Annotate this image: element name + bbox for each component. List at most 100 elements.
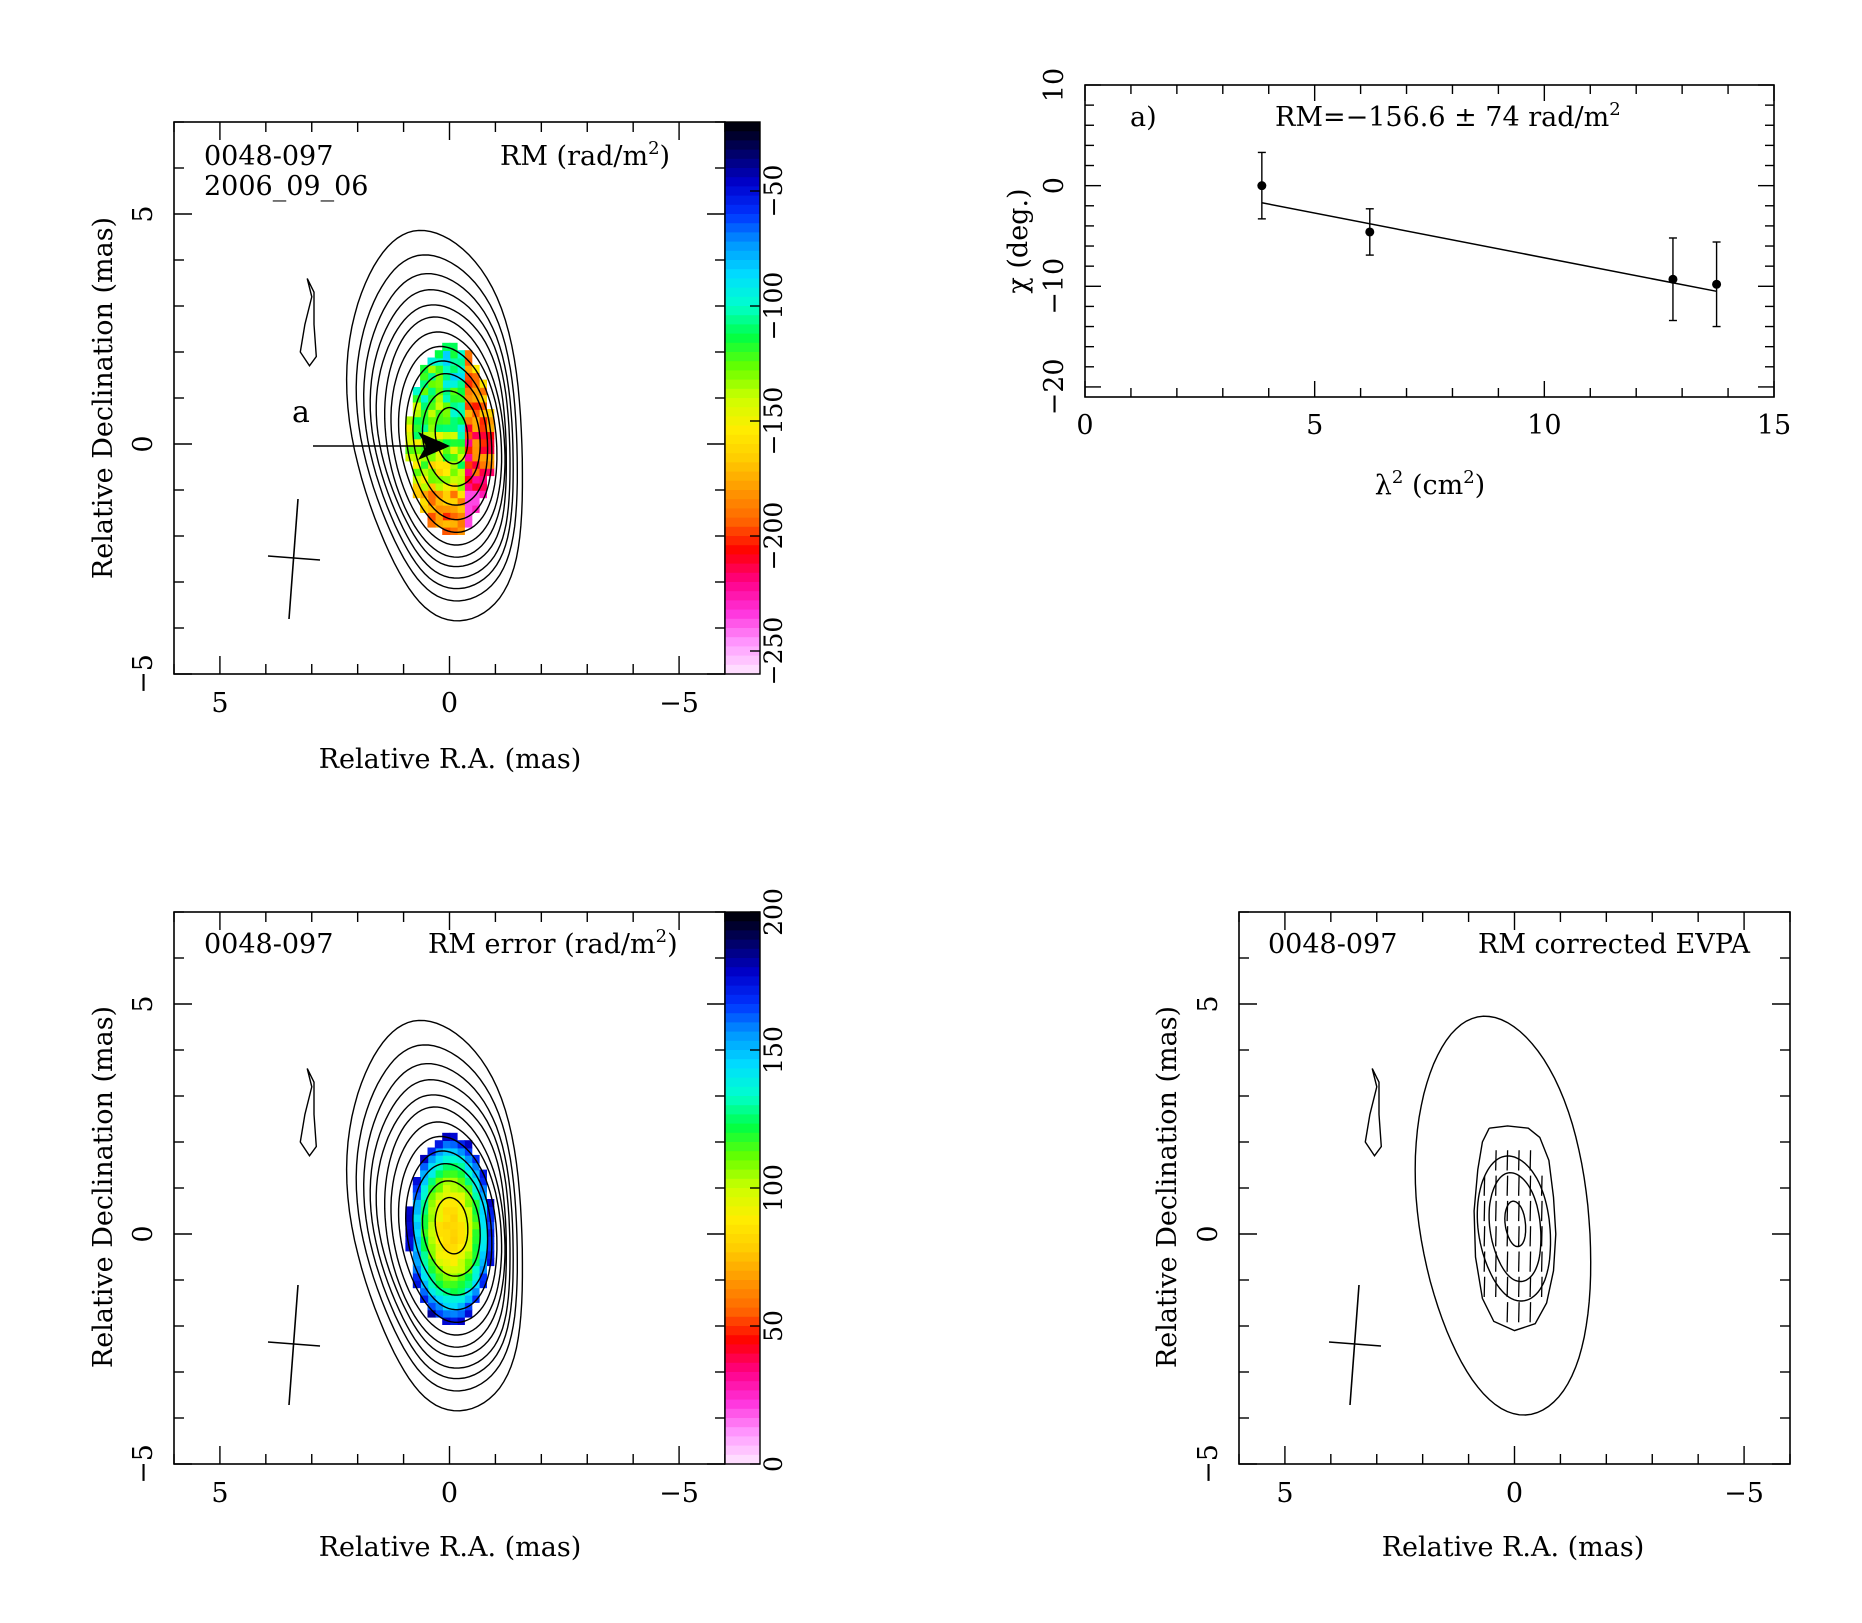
- image-pixel: [471, 1250, 480, 1259]
- panel-evpa-map: 5 0 −5 −5 0 5 0048-097 RM corrected EVPA Rela…: [1152, 911, 1791, 1563]
- contour: [1414, 1015, 1592, 1416]
- image-pixel: [427, 401, 436, 410]
- image-pixel: [471, 1177, 480, 1186]
- image-pixel: [449, 1132, 458, 1141]
- y-tick-label: −20: [1039, 358, 1070, 415]
- intensity-contours: [1364, 1015, 1592, 1416]
- beam-cross: [267, 498, 321, 620]
- image-pixel: [427, 467, 436, 477]
- image-pixel: [456, 379, 465, 388]
- rm-error-quantity-label: RM error (rad/m2): [428, 926, 678, 960]
- colorbar-segment: [725, 1418, 760, 1428]
- y-tick-label: 5: [1193, 995, 1224, 1012]
- image-pixel: [464, 409, 473, 418]
- contour: [434, 406, 469, 465]
- data-point: [1257, 181, 1267, 191]
- data-point: [1365, 227, 1375, 237]
- colorbar-segment: [725, 1050, 760, 1060]
- image-pixel: [405, 431, 414, 440]
- image-pixel: [471, 1265, 480, 1274]
- image-pixel: [427, 512, 436, 521]
- colorbar-segment: [725, 131, 760, 142]
- image-pixel: [456, 1250, 465, 1259]
- colorbar-segment: [725, 388, 760, 399]
- image-pixel: [420, 1287, 429, 1296]
- colorbar-segment: [725, 158, 760, 169]
- image-pixel: [420, 475, 429, 484]
- colorbar-segment: [725, 1307, 760, 1318]
- colorbar-segment: [725, 324, 760, 335]
- image-pixel: [471, 416, 480, 425]
- rm-fit-label: RM=−156.6 ± 74 rad/m2: [1275, 99, 1621, 133]
- image-pixel: [449, 364, 458, 374]
- colorbar-segment: [725, 526, 760, 537]
- image-pixel: [434, 475, 443, 484]
- image-pixel: [427, 1309, 436, 1318]
- image-pixel: [427, 504, 436, 513]
- image-pixel: [442, 1265, 451, 1274]
- image-pixel: [420, 1199, 429, 1208]
- image-pixel: [471, 1221, 480, 1230]
- image-pixel: [442, 467, 451, 477]
- image-pixel: [464, 1272, 473, 1281]
- colorbar-segment: [725, 1068, 760, 1079]
- image-pixel: [456, 519, 465, 528]
- colorbar-segment: [725, 296, 760, 307]
- image-pixel: [427, 1162, 436, 1171]
- image-pixel: [405, 1213, 414, 1222]
- colorbar-segment: [725, 434, 760, 445]
- image-pixel: [478, 453, 487, 462]
- image-pixel: [442, 423, 451, 432]
- image-pixel: [442, 372, 451, 381]
- colorbar-tick-label: −150: [759, 387, 788, 456]
- image-pixel: [449, 394, 458, 403]
- image-pixel: [412, 394, 421, 403]
- x-tick-label: 5: [1306, 410, 1323, 441]
- image-pixel: [486, 445, 495, 454]
- image-pixel: [464, 401, 473, 410]
- image-pixel: [486, 1250, 495, 1259]
- colorbar-tick-label: 0: [759, 1456, 788, 1472]
- evpa-map-axes: 5 0 −5 −5 0 5: [1193, 911, 1791, 1509]
- image-pixel: [442, 1243, 451, 1252]
- contour: [421, 390, 481, 487]
- image-pixel: [449, 1191, 458, 1200]
- image-pixel: [412, 1235, 421, 1244]
- image-pixel: [456, 1191, 465, 1200]
- image-pixel: [486, 1243, 495, 1252]
- image-pixel: [434, 482, 443, 491]
- contour: [390, 1121, 503, 1336]
- image-pixel: [442, 475, 451, 484]
- image-pixel: [442, 1235, 451, 1244]
- image-pixel: [449, 519, 458, 528]
- contour: [404, 1150, 493, 1311]
- image-pixel: [449, 1169, 458, 1178]
- image-pixel: [456, 364, 465, 374]
- x-axis-label: Relative R.A. (mas): [319, 744, 582, 775]
- image-pixel: [478, 1213, 487, 1222]
- image-pixel: [434, 387, 443, 396]
- image-pixel: [420, 1184, 429, 1193]
- x-tick-label: 5: [211, 1478, 228, 1509]
- image-pixel: [434, 1206, 443, 1215]
- image-pixel: [427, 364, 436, 374]
- colorbar-tick-label: −250: [759, 617, 788, 686]
- image-pixel: [434, 519, 443, 528]
- rm-error-colorbar: 0 50 100 150 200: [724, 888, 788, 1472]
- y-tick-label: −5: [128, 1444, 159, 1484]
- image-pixel: [427, 475, 436, 484]
- image-pixel: [449, 512, 458, 521]
- image-pixel: [427, 1184, 436, 1193]
- image-pixel: [478, 401, 487, 410]
- image-pixel: [427, 1169, 436, 1178]
- image-pixel: [427, 1265, 436, 1274]
- image-pixel: [464, 1213, 473, 1222]
- image-pixel: [486, 1199, 495, 1208]
- colorbar-segment: [725, 655, 760, 666]
- image-pixel: [434, 490, 443, 499]
- colorbar-segment: [725, 1234, 760, 1244]
- image-pixel: [464, 490, 473, 499]
- image-pixel: [434, 467, 443, 477]
- x-axis-label: Relative R.A. (mas): [1382, 1532, 1645, 1563]
- image-pixel: [412, 482, 421, 491]
